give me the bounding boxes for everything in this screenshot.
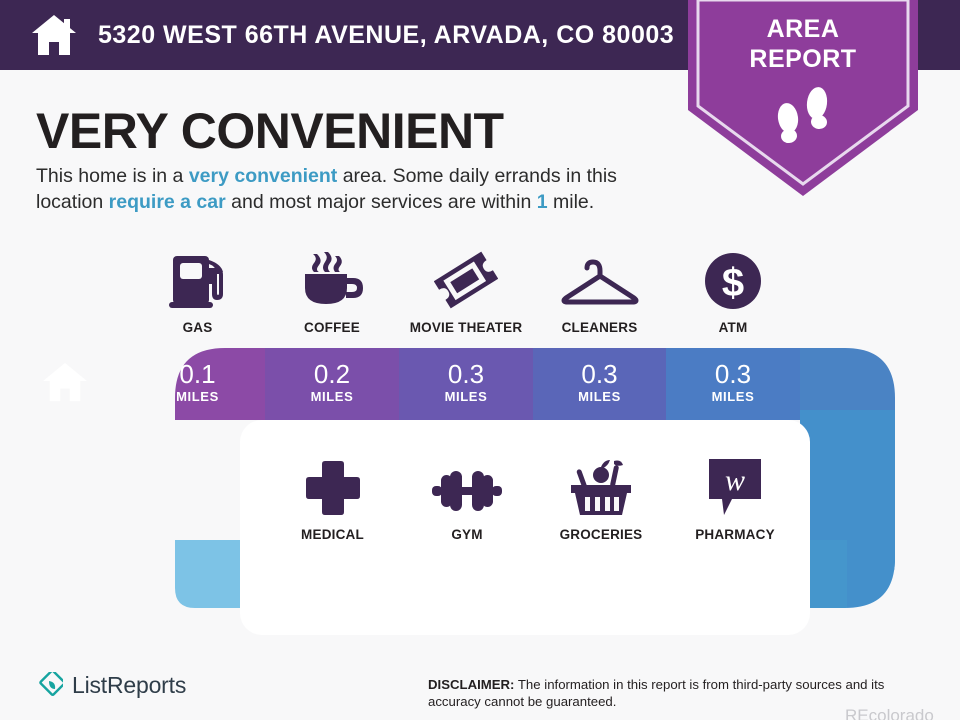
distance-value: 0.2 — [313, 359, 351, 389]
summary-part-3: and most major services are within — [225, 191, 537, 213]
service-label: GYM — [451, 527, 483, 542]
ribbon-seg-corner-top — [800, 348, 895, 420]
summary-part-4: mile. — [547, 191, 595, 213]
distance-unit: MILES — [711, 389, 755, 404]
badge-line-2: REPORT — [749, 45, 857, 73]
service-item-gym: GYM — [400, 455, 534, 542]
service-icon-row-top: GAS COFFEE — [130, 248, 800, 335]
summary-part-2: area. Some daily errands in this locatio… — [36, 165, 617, 213]
service-label: MEDICAL — [301, 527, 364, 542]
distance-cell-gym: 0.8 MILES — [400, 555, 534, 623]
disclaimer-label: DISCLAIMER: — [428, 677, 515, 692]
dumbbell-icon — [430, 455, 504, 517]
listreports-house-tag-icon — [39, 672, 63, 696]
listreports-logo-text: ListReports — [72, 672, 187, 698]
service-label: GAS — [182, 320, 213, 335]
house-icon — [43, 362, 87, 402]
service-icon-row-bottom: MEDICAL GYM — [265, 455, 802, 542]
summary-text: This home is in a very convenient area. … — [36, 163, 686, 215]
distance-unit: MILES — [578, 389, 621, 404]
service-item-pharmacy: w PHARMACY — [668, 455, 802, 542]
grocery-basket-icon — [568, 455, 634, 517]
distance-unit: MILES — [310, 389, 354, 404]
medical-cross-icon — [304, 455, 362, 517]
distance-value: 0.8 — [448, 566, 486, 596]
distance-value: 0.3 — [447, 359, 485, 389]
service-item-movie-theater: MOVIE THEATER — [399, 248, 533, 335]
distance-unit: MILES — [713, 596, 757, 611]
distance-value: 0.4 — [582, 566, 620, 596]
distance-cell-gas: 0.1 MILES — [130, 348, 265, 416]
clothes-hanger-icon — [558, 248, 642, 310]
distance-value: 0.3 — [714, 359, 752, 389]
distance-unit: MILES — [579, 596, 623, 611]
distance-unit: MILES — [176, 389, 219, 404]
distance-cell-groceries: 0.4 MILES — [534, 555, 668, 623]
distance-unit: MILES — [444, 389, 488, 404]
distance-cell-atm: 0.3 MILES — [666, 348, 800, 416]
svg-text:$: $ — [722, 261, 744, 305]
gas-pump-icon — [167, 248, 229, 310]
pharmacy-w-icon: w — [706, 455, 764, 517]
distance-cell-cleaners: 0.3 MILES — [533, 348, 666, 416]
ribbon-seg-movie — [399, 348, 533, 420]
svg-text:w: w — [725, 464, 745, 497]
service-label: COFFEE — [304, 320, 360, 335]
ribbon-seg-cleaners — [533, 348, 666, 420]
distance-cell-medical: 0.9 MILES — [265, 555, 400, 623]
ribbon-seg-atm — [666, 348, 800, 420]
summary-highlight-1: very convenient — [188, 165, 338, 187]
listreports-logo[interactable]: ListReports — [36, 672, 186, 699]
distance-row-top: 0.1 MILES 0.2 MILES 0.3 MILES 0.3 MILES … — [130, 348, 800, 416]
service-item-cleaners: CLEANERS — [533, 248, 666, 335]
service-item-coffee: COFFEE — [265, 248, 399, 335]
property-address: 5320 WEST 66TH AVENUE, ARVADA, CO 80003 — [98, 20, 675, 49]
inner-white-card — [240, 420, 810, 635]
service-label: PHARMACY — [695, 527, 775, 542]
service-label: MOVIE THEATER — [409, 320, 523, 335]
service-item-atm: $ ATM — [666, 248, 800, 335]
badge-text: AREA REPORT — [688, 14, 918, 74]
footprints-icon — [777, 87, 828, 144]
distance-value: 0.1 — [179, 359, 216, 389]
home-marker-cell — [0, 348, 130, 416]
distance-cell-movie-theater: 0.3 MILES — [399, 348, 533, 416]
service-item-medical: MEDICAL — [265, 455, 400, 542]
service-label: CLEANERS — [561, 320, 638, 335]
disclaimer: DISCLAIMER: The information in this repo… — [428, 676, 928, 710]
distance-value: 0.3 — [716, 566, 754, 596]
service-label: GROCERIES — [559, 527, 643, 542]
coffee-cup-icon — [299, 248, 365, 310]
badge-line-1: AREA — [766, 15, 840, 43]
distance-unit: MILES — [311, 596, 354, 611]
distance-cell-coffee: 0.2 MILES — [265, 348, 399, 416]
distance-value: 0.3 — [581, 359, 618, 389]
house-icon — [32, 15, 76, 55]
service-item-gas: GAS — [130, 248, 265, 335]
mls-attribution: REcolorado — [845, 706, 934, 720]
distance-value: 0.9 — [314, 566, 351, 596]
movie-ticket-icon — [434, 248, 498, 310]
ribbon-seg-end — [847, 540, 895, 608]
summary-highlight-3: 1 — [536, 191, 548, 213]
page-title: VERY CONVENIENT — [36, 103, 504, 159]
distance-row-bottom: 0.9 MILES 0.8 MILES 0.4 MILES 0.3 MILES — [265, 555, 802, 623]
ribbon-seg-coffee — [265, 348, 399, 420]
service-item-groceries: GROCERIES — [534, 455, 668, 542]
summary-highlight-2: require a car — [108, 191, 226, 213]
summary-part-1: This home is in a — [36, 165, 189, 187]
service-label: ATM — [718, 320, 748, 335]
distance-cell-pharmacy: 0.3 MILES — [668, 555, 802, 623]
disclaimer-text: The information in this report is from t… — [428, 677, 885, 709]
area-report-badge: AREA REPORT — [688, 0, 918, 200]
distance-unit: MILES — [445, 596, 489, 611]
dollar-circle-icon: $ — [704, 248, 762, 310]
